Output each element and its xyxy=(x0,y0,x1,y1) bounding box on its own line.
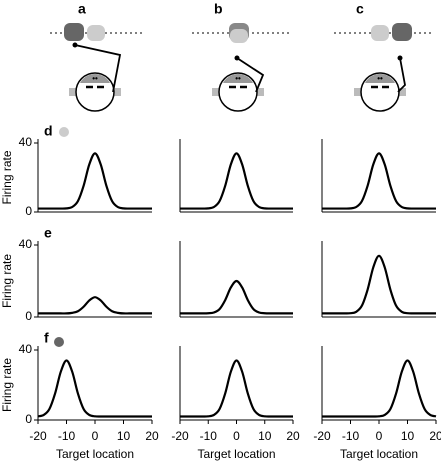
line xyxy=(321,359,437,418)
line xyxy=(322,152,436,210)
panel-label: e xyxy=(44,225,52,241)
y-axis-label: Firing rate xyxy=(0,150,14,204)
schematic: •• xyxy=(192,23,290,112)
x-tick-label: -20 xyxy=(313,429,331,443)
y-axis-label: Firing rate xyxy=(0,254,14,308)
y-tick-label: 0 xyxy=(25,309,32,323)
x-axis-label: Target location xyxy=(56,447,134,461)
x-tick-label: -10 xyxy=(342,429,360,443)
line xyxy=(322,254,436,315)
line xyxy=(180,279,293,315)
line xyxy=(180,152,293,210)
svg-text:••: •• xyxy=(377,74,383,83)
panel-label: d xyxy=(44,123,53,139)
line xyxy=(38,152,152,210)
x-axis-label: Target location xyxy=(197,447,275,461)
schematic: •• xyxy=(334,23,433,112)
x-tick-label: 0 xyxy=(376,429,383,443)
x-tick-label: 0 xyxy=(92,429,99,443)
line xyxy=(37,359,152,418)
line xyxy=(38,296,152,315)
line xyxy=(179,359,293,418)
y-tick-label: 40 xyxy=(19,342,33,356)
column-label: a xyxy=(78,1,86,17)
x-tick-label: -20 xyxy=(171,429,189,443)
y-axis-label: Firing rate xyxy=(0,358,14,412)
y-tick-label: 40 xyxy=(19,135,33,149)
y-tick-label: 0 xyxy=(25,412,32,426)
column-label: b xyxy=(214,1,223,17)
y-tick-label: 0 xyxy=(25,204,32,218)
x-tick-label: 10 xyxy=(117,429,131,443)
x-tick-label: 0 xyxy=(233,429,240,443)
legend-dot xyxy=(59,127,69,137)
x-tick-label: 20 xyxy=(286,429,300,443)
x-tick-label: 20 xyxy=(429,429,441,443)
legend-dot xyxy=(54,337,64,347)
x-tick-label: 10 xyxy=(401,429,415,443)
x-axis-label: Target location xyxy=(340,447,418,461)
schematic: •• xyxy=(50,23,145,112)
y-tick-label: 40 xyxy=(19,237,33,251)
svg-text:••: •• xyxy=(235,74,241,83)
x-tick-label: -10 xyxy=(200,429,218,443)
x-tick-label: 10 xyxy=(258,429,272,443)
x-tick-label: 20 xyxy=(145,429,159,443)
column-label: c xyxy=(356,1,364,17)
panel-label: f xyxy=(44,330,49,346)
x-tick-label: -10 xyxy=(58,429,76,443)
x-tick-label: -20 xyxy=(29,429,47,443)
svg-text:••: •• xyxy=(92,74,98,83)
